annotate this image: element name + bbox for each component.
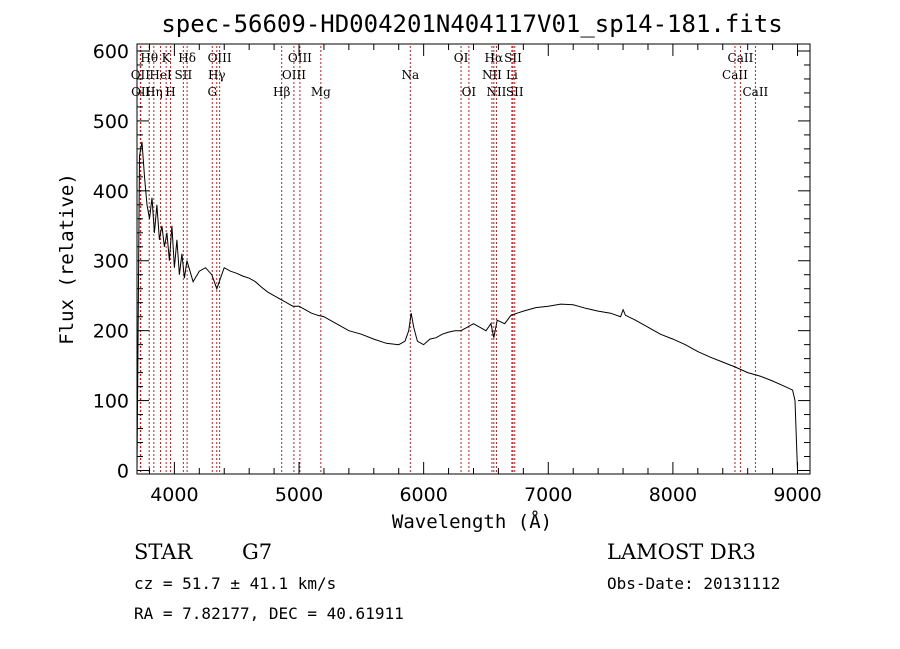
spectral-marker-label: OI — [462, 85, 477, 99]
x-tick-label: 9000 — [773, 484, 821, 506]
x-tick-label: 5000 — [275, 484, 323, 506]
spectral-marker-label: Hα — [485, 51, 504, 65]
survey-name: LAMOST DR3 — [607, 540, 756, 564]
y-tick-label: 400 — [93, 181, 129, 203]
spectral-marker-label: SII — [506, 85, 524, 99]
ra-dec: RA = 7.82177, DEC = 40.61911 — [134, 604, 404, 623]
y-tick-label: 200 — [93, 321, 129, 343]
spectral-marker-label: SII — [504, 51, 522, 65]
spectral-marker-label: Li — [506, 68, 518, 82]
y-tick-label: 100 — [93, 391, 129, 413]
spectral-marker-label: CaII — [728, 51, 754, 65]
redshift-cz: cz = 51.7 ± 41.1 km/s — [134, 574, 336, 593]
spectral-marker-label: Hγ — [208, 68, 226, 82]
spectral-marker-label: OII — [131, 85, 151, 99]
y-tick-label: 500 — [93, 111, 129, 133]
y-axis-title: Flux (relative) — [56, 173, 78, 345]
x-axis-ticks — [148, 44, 799, 474]
y-axis-ticks — [137, 50, 810, 472]
spectral-line-markers — [139, 46, 756, 474]
y-axis-tick-labels: 0 100 200 300 400 500 600 — [93, 41, 129, 483]
spectral-marker-label: OII — [131, 68, 151, 82]
spectral-marker-label: NII — [482, 68, 502, 82]
spectral-marker-label: SII — [175, 68, 193, 82]
spectrum-line — [136, 141, 798, 471]
x-tick-label: 6000 — [399, 484, 447, 506]
spectral-marker-label: OIII — [282, 68, 306, 82]
y-tick-label: 300 — [93, 251, 129, 273]
spectral-marker-label: Hδ — [178, 51, 196, 65]
spectral-marker-label: NII — [486, 85, 506, 99]
spectral-marker-label: Hθ — [140, 51, 158, 65]
chart-title: spec-56609-HD004201N404117V01_sp14-181.f… — [161, 10, 782, 38]
spectral-marker-label: CaII — [742, 85, 768, 99]
observation-date: Obs-Date: 20131112 — [607, 574, 780, 593]
object-class: STAR — [134, 540, 193, 564]
x-axis-title: Wavelength (Å) — [392, 510, 552, 533]
spectral-marker-label: K — [162, 51, 172, 65]
x-tick-label: 4000 — [150, 484, 198, 506]
spectral-marker-label: Na — [401, 68, 419, 82]
y-tick-label: 0 — [117, 461, 129, 483]
x-tick-label: 8000 — [649, 484, 697, 506]
spectral-marker-label: Mg — [311, 85, 331, 99]
plot-frame — [136, 43, 811, 475]
spectral-marker-label: OI — [454, 51, 469, 65]
x-axis-tick-labels: 4000 5000 6000 7000 8000 9000 — [150, 484, 822, 506]
x-tick-label: 7000 — [524, 484, 572, 506]
spectral-marker-label: Hβ — [273, 85, 290, 99]
y-tick-label: 600 — [93, 41, 129, 63]
spectral-marker-label: G — [207, 85, 217, 99]
spectral-marker-label: Hη — [145, 85, 163, 99]
spectral-marker-label: H — [165, 85, 175, 99]
spectral-marker-label: OIII — [288, 51, 312, 65]
spectral-marker-label: HeI — [149, 68, 172, 82]
spectral-marker-label: OIII — [208, 51, 232, 65]
spectral-marker-label: CaII — [722, 68, 748, 82]
object-subclass: G7 — [242, 540, 272, 564]
